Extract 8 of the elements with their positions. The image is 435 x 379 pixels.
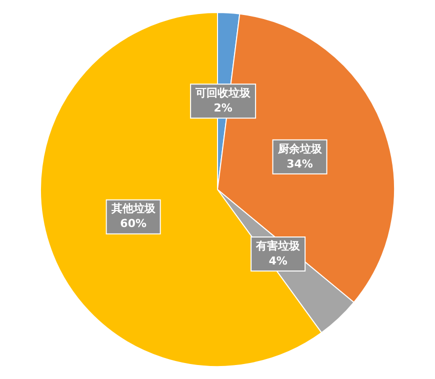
slice-label: 其他垃圾 [110,202,156,216]
slice-label: 可回收垃圾 [194,86,252,100]
slice-label: 厨余垃圾 [276,142,323,156]
data-label: 4% [268,254,288,268]
data-label: 2% [214,102,232,115]
data-label: 34% [286,157,313,170]
slice-label: 有害垃圾 [255,239,302,252]
data-label: 60% [120,217,147,230]
